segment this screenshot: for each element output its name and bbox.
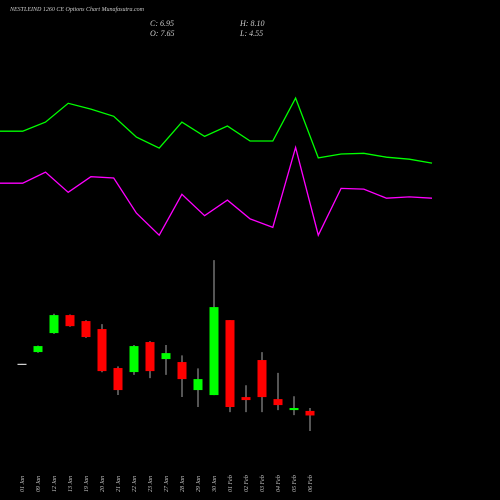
candle-body <box>113 368 123 391</box>
x-tick-label: 28 Jan <box>180 476 186 492</box>
candle-body <box>65 315 75 327</box>
candle-body <box>273 399 283 406</box>
x-tick-label: 06 Feb <box>308 475 314 492</box>
x-tick-label: 12 Jan <box>52 476 58 492</box>
candle-body <box>33 346 43 353</box>
x-tick-label: 20 Jan <box>100 476 106 492</box>
candle-body <box>193 379 203 391</box>
candle-body <box>241 397 251 401</box>
candle-body <box>49 315 59 334</box>
candle-body <box>209 307 219 396</box>
candle-body <box>17 363 27 365</box>
x-tick-label: 01 Feb <box>228 475 234 492</box>
x-tick-label: 04 Feb <box>275 475 282 492</box>
indicator-line <box>0 145 433 238</box>
candle-body <box>289 407 299 411</box>
candle-body <box>161 353 171 360</box>
x-tick-label: 09 Jan <box>36 476 42 492</box>
x-tick-label: 05 Feb <box>292 475 298 492</box>
candle-body <box>81 321 91 338</box>
x-tick-label: 02 Feb <box>244 475 250 492</box>
x-tick-label: 23 Jan <box>148 476 154 492</box>
close-value: C: 6.95 <box>150 19 174 28</box>
x-tick-label: 29 Jan <box>196 476 202 492</box>
low-value: L: 4.55 <box>239 29 263 38</box>
candle-body <box>177 362 187 380</box>
candle-body <box>145 342 155 372</box>
candle-body <box>257 360 267 398</box>
x-tick-label: 13 Jan <box>68 476 74 492</box>
open-value: O: 7.65 <box>150 29 174 38</box>
candle-body <box>129 346 139 373</box>
x-tick-label: 30 Jan <box>212 476 218 493</box>
x-tick-label: 21 Jan <box>116 476 122 492</box>
candle-body <box>97 329 107 372</box>
indicator-line <box>0 96 433 164</box>
candle-body <box>225 320 235 408</box>
candle-body <box>305 410 315 416</box>
high-value: H: 8.10 <box>239 19 264 28</box>
x-tick-label: 03 Feb <box>260 475 266 492</box>
x-tick-label: 01 Jan <box>20 476 26 492</box>
x-tick-label: 19 Jan <box>84 476 90 492</box>
x-tick-label: 27 Jan <box>164 476 170 492</box>
x-tick-label: 22 Jan <box>132 476 138 492</box>
chart-title: NESTLEIND 1260 CE Options Chart Munafasu… <box>9 6 145 13</box>
